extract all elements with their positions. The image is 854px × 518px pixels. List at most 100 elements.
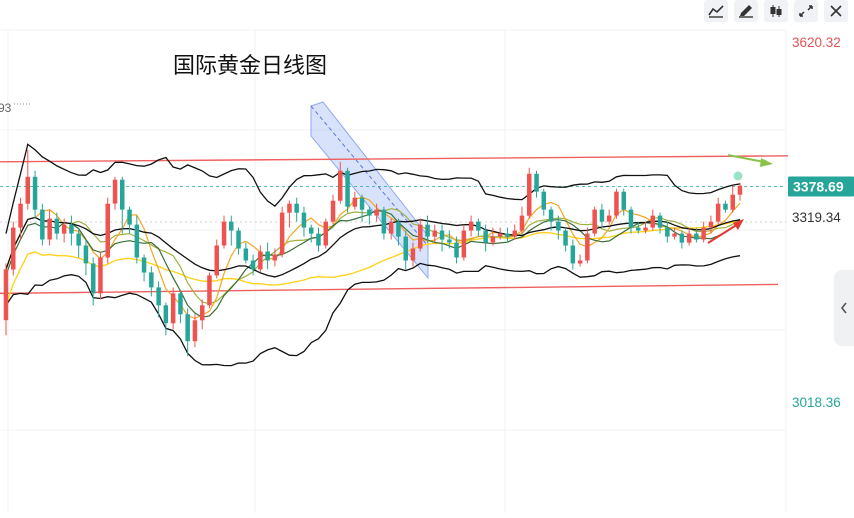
price-label-bottom: 3018.36 — [792, 395, 841, 410]
candle-body — [47, 218, 52, 240]
candle-body — [207, 275, 212, 306]
candle-type-button[interactable] — [764, 0, 788, 22]
candle-body — [694, 233, 699, 240]
candle-body — [214, 245, 219, 276]
channel-lower-line — [0, 283, 779, 295]
candle-body — [585, 233, 590, 261]
candle-body — [563, 230, 568, 246]
arrow-up-head — [733, 219, 744, 230]
candle-body — [432, 230, 437, 237]
candle-body — [18, 203, 23, 228]
candle-body — [3, 269, 9, 321]
candle-body — [272, 254, 278, 261]
candle-body — [316, 233, 321, 246]
candle-body — [323, 221, 328, 246]
candle-body — [672, 233, 677, 237]
candle-body — [468, 221, 474, 231]
candle-body — [40, 209, 45, 240]
ma-darkgreen-line — [5, 209, 741, 318]
candle-body — [185, 314, 190, 342]
close-button[interactable] — [824, 0, 848, 22]
candle-body — [447, 239, 452, 243]
falling-channel-midline — [310, 105, 429, 247]
indicator-icon — [708, 5, 724, 18]
panel-collapse-tab[interactable] — [834, 270, 854, 346]
candle-body — [163, 305, 169, 324]
price-label-mid: 3319.34 — [792, 210, 841, 225]
last-price-dot — [733, 171, 743, 181]
indicator-button[interactable] — [704, 0, 728, 22]
boll-upper-line — [5, 143, 741, 234]
candle-body — [11, 227, 16, 270]
candle-body — [730, 194, 735, 210]
candle-body — [112, 179, 118, 204]
candle-body — [120, 179, 125, 210]
fullscreen-button[interactable] — [794, 0, 818, 22]
candle-body — [490, 236, 496, 243]
candle-body — [388, 221, 394, 234]
candle-body — [636, 227, 641, 231]
candle-body — [287, 203, 292, 213]
candle-body — [665, 227, 670, 237]
candle-body — [359, 197, 365, 210]
candle-body — [628, 209, 634, 228]
fullscreen-icon — [799, 5, 813, 17]
candle-body — [309, 227, 314, 234]
candle-body — [381, 209, 387, 234]
candle-body — [425, 224, 430, 237]
candle-body — [403, 236, 408, 261]
arrow-right-line — [727, 154, 765, 163]
candle-body — [577, 260, 583, 264]
candle-body — [527, 173, 532, 216]
current-price-tag-bg — [788, 176, 854, 197]
candle-body — [243, 248, 249, 261]
candle-body — [149, 272, 154, 288]
candle-body — [548, 209, 554, 222]
candle-body — [156, 287, 161, 306]
candle-body — [679, 233, 685, 243]
candle-body — [134, 224, 140, 258]
candle-body — [483, 230, 488, 243]
candle-body — [32, 176, 38, 210]
candle-body — [54, 218, 60, 234]
candle-body — [476, 221, 481, 231]
candle-body — [352, 197, 358, 207]
candle-body — [236, 230, 241, 249]
candle-body — [91, 263, 96, 294]
candle-body — [258, 251, 263, 270]
candle-body — [367, 209, 372, 216]
candle-body — [534, 173, 539, 192]
left-cut-label: 93 — [0, 101, 12, 115]
candle-body — [105, 203, 110, 258]
channel-upper-line — [0, 155, 789, 163]
candle-body — [200, 305, 205, 321]
candle-body — [141, 257, 147, 273]
candle-body — [279, 212, 285, 255]
candle-body — [76, 233, 81, 246]
candle-body — [599, 209, 605, 222]
price-label-top: 3620.32 — [792, 35, 841, 50]
candle-body — [621, 191, 626, 210]
candle-body — [418, 224, 423, 249]
candle-body — [606, 215, 612, 222]
draw-icon — [739, 5, 753, 18]
candle-body — [461, 230, 467, 258]
candle-body — [25, 176, 30, 204]
candle-body — [338, 170, 343, 201]
candle-body — [505, 233, 510, 237]
candle-body — [83, 245, 89, 264]
draw-button[interactable] — [734, 0, 758, 22]
candle-body — [650, 215, 655, 228]
close-icon — [830, 5, 842, 17]
candle-body — [265, 251, 270, 261]
candle-body — [512, 230, 517, 237]
candle-body — [301, 212, 307, 228]
candle-body — [410, 248, 416, 261]
candle-body — [708, 221, 714, 228]
boll-lower-line — [5, 255, 741, 367]
candle-body — [570, 245, 576, 264]
candle-body — [643, 227, 648, 231]
candle-body — [497, 233, 503, 237]
